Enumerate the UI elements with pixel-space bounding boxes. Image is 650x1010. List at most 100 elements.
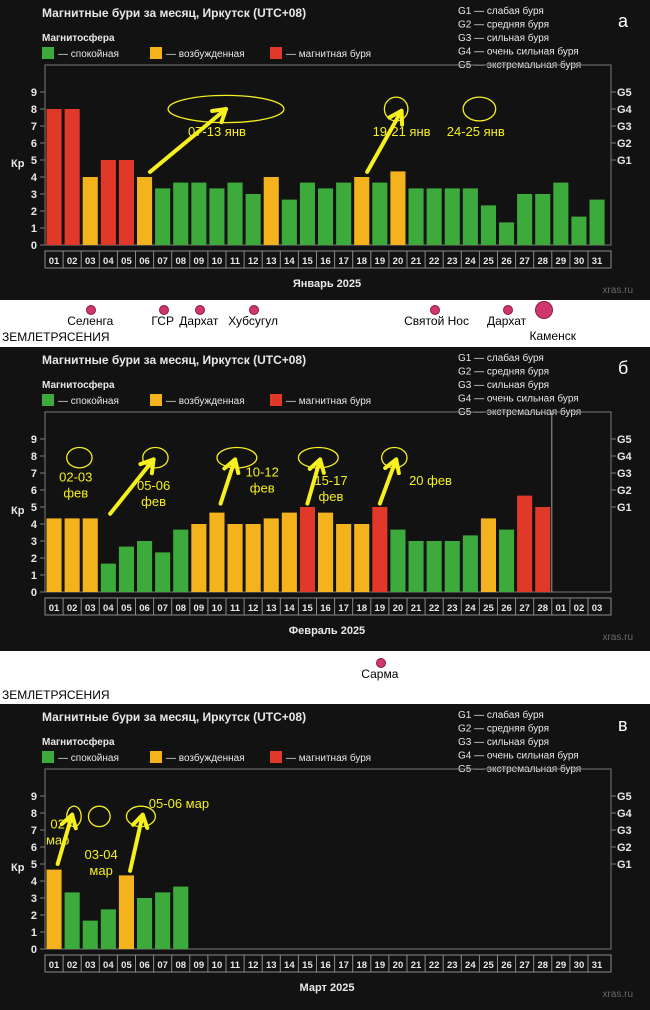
arrow-head xyxy=(138,457,156,476)
x-tick-label: 31 xyxy=(592,960,603,971)
storm-level-2: G2 — средняя буря xyxy=(458,366,549,378)
x-tick-label: 26 xyxy=(501,960,512,971)
annotation-label: 07-13 янв xyxy=(188,124,246,139)
x-tick-label: 14 xyxy=(284,960,295,971)
y-tick-label: 0 xyxy=(31,587,37,599)
legend-label-storm: — магнитная буря xyxy=(286,752,371,764)
bar-18 xyxy=(354,524,370,592)
bar-16 xyxy=(318,512,334,592)
x-tick-label: 03 xyxy=(85,960,96,971)
bar-22 xyxy=(426,541,442,592)
y-tick-label: 4 xyxy=(31,876,38,888)
y-tick-label: 7 xyxy=(31,468,37,480)
y-tick-label: 3 xyxy=(31,536,37,548)
y-axis-label: Кр xyxy=(11,862,25,874)
y-tick-label: 8 xyxy=(31,808,37,820)
annotation: 07-13 янв xyxy=(147,94,285,174)
x-tick-label: 17 xyxy=(338,603,349,614)
g-tick-label: G5 xyxy=(617,87,632,99)
earthquake-place: ГСР xyxy=(151,314,174,328)
x-tick-label: 02 xyxy=(67,603,78,614)
bar-23 xyxy=(444,541,460,592)
arrow-shaft xyxy=(128,812,145,873)
bar-15 xyxy=(299,182,315,245)
arrow-head xyxy=(307,457,326,475)
bar-13 xyxy=(263,518,279,592)
legend-label-excited: — возбужденная xyxy=(166,48,245,60)
x-tick-label: 28 xyxy=(537,960,548,971)
x-tick-label: 24 xyxy=(465,603,476,614)
bar-08 xyxy=(173,529,189,592)
annotation-label: 05-06 xyxy=(137,478,170,493)
x-tick-label: 23 xyxy=(447,603,458,614)
g-tick-label: G3 xyxy=(617,468,632,480)
annotation-label: 02 xyxy=(50,816,64,831)
x-tick-label: 08 xyxy=(175,256,186,267)
x-tick-label: 27 xyxy=(519,960,530,971)
bar-05 xyxy=(118,875,134,949)
annotation-label-2: фев xyxy=(141,494,166,509)
legend-label-storm: — магнитная буря xyxy=(286,48,371,60)
x-tick-label: 17 xyxy=(338,960,349,971)
bar-20 xyxy=(390,529,406,592)
x-tick-label: 11 xyxy=(230,603,241,614)
bar-04 xyxy=(100,160,116,245)
x-tick-label: 01 xyxy=(49,603,60,614)
x-tick-label: 27 xyxy=(519,256,530,267)
legend-label-calm: — спокойная xyxy=(58,396,119,407)
earthquake-place: Дархат xyxy=(486,314,527,328)
bar-13 xyxy=(263,177,279,245)
x-tick-label: 16 xyxy=(320,603,331,614)
arrow-shaft xyxy=(147,107,228,174)
arrow-head xyxy=(130,812,150,830)
chart-february: Магнитные бури за месяц, Иркутск (UTC+08… xyxy=(11,352,633,643)
storm-level-4: G4 — очень сильная буря xyxy=(458,393,579,405)
x-tick-label: 21 xyxy=(411,603,422,614)
earthquake-place: Каменск xyxy=(529,329,576,343)
x-tick-label: 23 xyxy=(447,256,458,267)
y-tick-label: 3 xyxy=(31,189,37,201)
bar-10 xyxy=(209,512,225,592)
y-tick-label: 0 xyxy=(31,944,37,956)
bar-06 xyxy=(137,177,153,245)
x-tick-label: 22 xyxy=(429,256,440,267)
g-tick-label: G1 xyxy=(617,502,632,514)
bar-07 xyxy=(155,892,171,949)
x-tick-label: 21 xyxy=(411,960,422,971)
legend-label-calm: — спокойная xyxy=(58,753,119,764)
storm-level-1: G1 — слабая буря xyxy=(458,5,544,17)
earthquake-dot xyxy=(375,658,386,668)
arrow-shaft xyxy=(305,457,323,506)
bar-17 xyxy=(336,182,352,245)
earthquake-place: Святой Нос xyxy=(404,314,469,328)
x-tick-label: 06 xyxy=(139,960,150,971)
x-tick-label: 02 xyxy=(67,960,78,971)
chart-title: Магнитные бури за месяц, Иркутск (UTC+08… xyxy=(42,6,306,20)
x-tick-label: 05 xyxy=(121,256,132,267)
earthquake-dot xyxy=(158,305,169,315)
annotation-label: 03-04 xyxy=(84,847,117,862)
watermark: xras.ru xyxy=(602,285,633,296)
x-tick-label: 20 xyxy=(393,256,404,267)
y-tick-label: 8 xyxy=(31,451,37,463)
x-tick-label: 18 xyxy=(356,256,367,267)
g-tick-label: G4 xyxy=(617,104,633,116)
g-tick-label: G2 xyxy=(617,842,632,854)
x-tick-label: 04 xyxy=(103,960,114,971)
storm-level-3: G3 — сильная буря xyxy=(458,736,549,748)
x-tick-label: 02 xyxy=(574,603,585,614)
x-tick-label: 04 xyxy=(103,256,114,267)
legend-swatch-calm xyxy=(42,47,54,59)
bar-27 xyxy=(517,495,533,592)
plot-frame xyxy=(44,768,612,950)
bar-12 xyxy=(245,524,261,592)
x-tick-label: 12 xyxy=(248,603,259,614)
earthquakes-label: ЗЕМЛЕТРЯСЕНИЯ xyxy=(2,330,110,344)
x-tick-label: 10 xyxy=(212,603,223,614)
earthquake-dot xyxy=(502,305,513,315)
x-tick-label: 04 xyxy=(103,603,114,614)
x-tick-label: 15 xyxy=(302,603,313,614)
x-tick-label: 22 xyxy=(429,960,440,971)
x-tick-label: 01 xyxy=(49,960,60,971)
